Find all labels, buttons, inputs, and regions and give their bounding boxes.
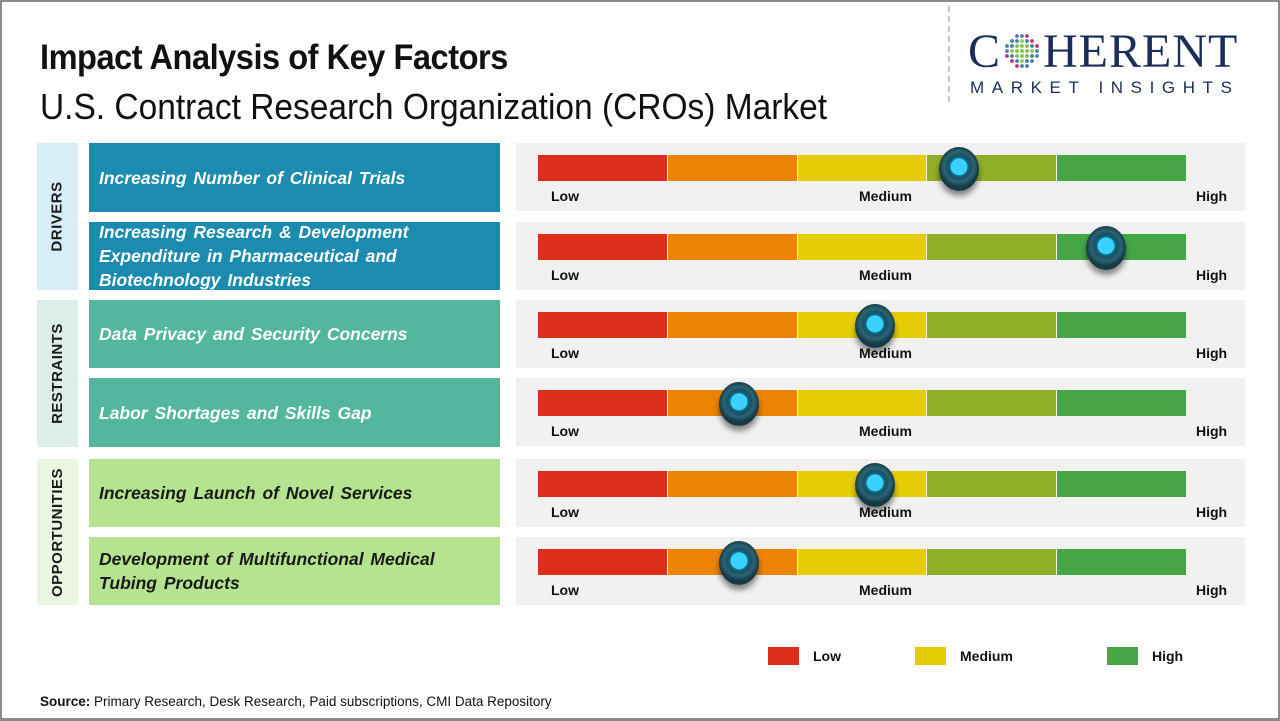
legend-item-high: High [1107, 647, 1183, 665]
factor-text: Data Privacy and Security Concerns [99, 324, 408, 344]
impact-scale-bar [538, 155, 1186, 181]
scale-label-high: High [1196, 188, 1228, 204]
scale-label-medium: Medium [859, 267, 912, 283]
scale-label-medium: Medium [859, 423, 912, 439]
factor-label: Development of Multifunctional Medical T… [89, 537, 500, 605]
legend-swatch-low [768, 647, 799, 665]
scale-segment-2 [667, 155, 798, 181]
impact-marker [939, 147, 980, 191]
scale-segment-5 [1057, 471, 1186, 497]
scale-segment-1 [538, 549, 668, 575]
impact-gauge: Low Medium High [516, 537, 1245, 605]
legend-label: High [1152, 648, 1184, 664]
scale-label-low: Low [551, 188, 579, 204]
impact-marker [718, 382, 759, 426]
factor-label: Labor Shortages and Skills Gap [89, 378, 500, 447]
factor-label: Increasing Number of Clinical Trials [89, 143, 500, 212]
scale-segment-4 [927, 549, 1058, 575]
factor-text: Increasing Number of Clinical Trials [99, 167, 406, 188]
impact-gauge: Low Medium High [516, 459, 1245, 527]
logo-suffix: HERENT [1043, 25, 1239, 78]
category-drivers: DRIVERS [37, 143, 78, 290]
scale-segment-4 [927, 390, 1058, 416]
source-text: Primary Research, Desk Research, Paid su… [90, 694, 552, 709]
factor-label: Increasing Research & Development Expend… [89, 222, 500, 290]
legend-item-medium: Medium [915, 647, 1013, 665]
impact-marker [854, 463, 895, 507]
scale-segment-4 [927, 471, 1058, 497]
company-logo: C HERENT MARKET INSIGHTS [968, 28, 1263, 100]
globe-dots-icon [1005, 34, 1039, 68]
logo-prefix: C [968, 25, 1002, 78]
scale-segment-1 [538, 234, 668, 260]
factor-text: Labor Shortages and Skills Gap [99, 402, 372, 423]
source-prefix: Source: [40, 694, 91, 709]
scale-label-medium: Medium [859, 504, 912, 520]
category-label: RESTRAINTS [49, 323, 66, 424]
scale-segment-4 [927, 234, 1058, 260]
impact-marker [1086, 226, 1127, 270]
scale-segment-4 [927, 312, 1058, 338]
impact-gauge: Low Medium High [516, 143, 1245, 211]
scale-segment-2 [667, 471, 798, 497]
scale-label-medium: Medium [859, 188, 912, 204]
scale-segment-5 [1057, 155, 1186, 181]
impact-gauge: Low Medium High [516, 300, 1245, 368]
category-restraints: RESTRAINTS [37, 300, 78, 447]
impact-marker [854, 304, 895, 348]
scale-label-low: Low [551, 267, 579, 283]
impact-gauge: Low Medium High [516, 222, 1245, 290]
scale-segment-5 [1057, 390, 1186, 416]
scale-segment-1 [538, 390, 668, 416]
scale-segment-5 [1057, 312, 1186, 338]
page-subtitle: U.S. Contract Research Organization (CRO… [40, 86, 828, 127]
factor-text: Development of Multifunctional Medical T… [99, 549, 435, 593]
scale-label-low: Low [551, 423, 579, 439]
logo-tagline: MARKET INSIGHTS [970, 78, 1240, 97]
legend-swatch-high [1107, 647, 1138, 665]
scale-segment-3 [797, 549, 928, 575]
scale-segment-3 [797, 390, 928, 416]
page-title: Impact Analysis of Key Factors [40, 38, 508, 77]
scale-label-low: Low [551, 345, 579, 361]
scale-label-medium: Medium [859, 345, 912, 361]
scale-segment-3 [797, 155, 928, 181]
scale-label-high: High [1196, 504, 1228, 520]
scale-segment-5 [1057, 549, 1186, 575]
scale-segment-2 [667, 312, 798, 338]
factor-text: Increasing Research & Development Expend… [99, 222, 409, 290]
legend-label: Low [813, 648, 841, 664]
scale-label-high: High [1196, 423, 1228, 439]
category-label: OPPORTUNITIES [49, 467, 67, 597]
impact-scale-bar [538, 234, 1186, 260]
legend-item-low: Low [768, 647, 841, 665]
scale-label-high: High [1196, 582, 1228, 598]
scale-segment-1 [538, 312, 668, 338]
factor-label: Data Privacy and Security Concerns [89, 300, 500, 368]
impact-marker [718, 541, 759, 585]
scale-segment-2 [667, 234, 798, 260]
factor-text: Increasing Launch of Novel Services [99, 483, 413, 503]
scale-segment-1 [538, 471, 668, 497]
scale-segment-1 [538, 155, 668, 181]
category-label: DRIVERS [49, 181, 66, 252]
factor-label: Increasing Launch of Novel Services [89, 459, 500, 527]
source-note: Source: Primary Research, Desk Research,… [40, 694, 552, 709]
impact-scale-bar [538, 390, 1186, 416]
legend-swatch-medium [915, 647, 946, 665]
scale-label-high: High [1196, 267, 1228, 283]
scale-label-medium: Medium [859, 582, 912, 598]
scale-segment-3 [797, 234, 928, 260]
impact-scale-bar [538, 549, 1186, 575]
header-divider [948, 6, 950, 102]
category-opportunities: OPPORTUNITIES [37, 459, 78, 605]
scale-label-low: Low [551, 582, 579, 598]
impact-gauge: Low Medium High [516, 378, 1245, 446]
legend-label: Medium [960, 648, 1013, 664]
scale-label-high: High [1196, 345, 1228, 361]
logo-wordmark: C HERENT [968, 28, 1238, 76]
scale-label-low: Low [551, 504, 579, 520]
